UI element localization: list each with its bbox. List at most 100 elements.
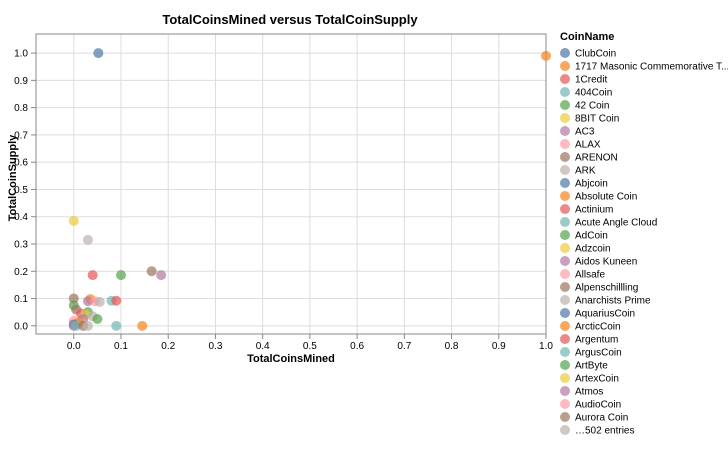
legend-label: ALAX — [575, 140, 601, 151]
legend-symbol — [560, 165, 570, 175]
legend-label: Aidos Kuneen — [575, 257, 637, 268]
legend-symbol — [560, 282, 570, 292]
legend-label: AdCoin — [575, 231, 608, 242]
data-point — [71, 320, 82, 331]
y-tick-label: 0.7 — [14, 130, 28, 141]
legend-label: Abjcoin — [575, 179, 608, 190]
y-axis-title: TotalCoinSupply — [7, 134, 19, 221]
x-tick-label: 0.9 — [492, 341, 506, 352]
legend-symbol — [560, 139, 570, 149]
legend-item: 404Coin — [560, 87, 612, 99]
legend-symbol — [560, 126, 570, 136]
legend-symbol — [560, 412, 570, 422]
plot-frame — [35, 33, 547, 335]
data-point — [82, 320, 93, 331]
legend-symbol — [560, 74, 570, 84]
legend-label: 404Coin — [575, 88, 612, 99]
legend-label: Alpenschillling — [575, 283, 638, 294]
legend-label: AC3 — [575, 127, 595, 138]
legend-label: ClubCoin — [575, 49, 616, 60]
x-axis-title: TotalCoinsMined — [247, 353, 335, 365]
legend-symbol — [560, 347, 570, 357]
data-point — [116, 270, 126, 281]
y-tick-label: 0.9 — [14, 76, 28, 87]
x-tick-label: 0.5 — [303, 341, 317, 352]
legend-item: ALAX — [560, 139, 601, 151]
legend-label: ArtByte — [575, 361, 608, 372]
data-point — [111, 295, 122, 306]
legend-symbol — [560, 334, 570, 344]
legend-symbol — [560, 87, 570, 97]
y-tick-label: 0.4 — [14, 212, 28, 223]
data-point — [92, 314, 103, 324]
legend-symbol — [560, 152, 570, 162]
legend-item: Aidos Kuneen — [560, 256, 637, 268]
legend-symbol — [560, 48, 570, 58]
legend-symbol — [560, 256, 570, 266]
y-tick-label: 0.8 — [14, 103, 28, 114]
legend-label: 1Credit — [575, 75, 607, 86]
legend-item: AC3 — [560, 126, 595, 138]
x-tick-label: 0.4 — [256, 341, 270, 352]
legend-symbol — [560, 204, 570, 214]
data-point — [137, 320, 148, 331]
legend-label: Adzcoin — [575, 244, 611, 255]
legend-symbol — [560, 217, 570, 227]
legend-label: Allsafe — [575, 270, 605, 281]
data-point — [82, 296, 93, 307]
legend: CoinName ClubCoin 1717 Masonic Commemorat… — [560, 31, 728, 437]
y-tick-label: 0.6 — [14, 158, 28, 169]
legend-symbol — [560, 243, 570, 253]
legend-symbol — [560, 399, 570, 409]
data-point — [541, 50, 551, 61]
data-point — [94, 296, 105, 307]
x-tick-label: 0.6 — [350, 341, 364, 352]
legend-symbol — [560, 321, 570, 331]
x-tick-label: 0.8 — [445, 341, 459, 352]
x-tick-label: 0.0 — [67, 341, 81, 352]
legend-item: ArgusCoin — [560, 347, 622, 359]
legend-label: Actinium — [575, 205, 613, 216]
legend-item: 8BIT Coin — [560, 113, 619, 125]
legend-item: Acute Angle Cloud — [560, 217, 657, 229]
legend-item: AdCoin — [560, 230, 608, 242]
legend-symbol — [560, 113, 570, 123]
legend-symbol — [560, 61, 570, 71]
y-tick-label: 0.2 — [14, 267, 28, 278]
legend-label: ARK — [575, 166, 596, 177]
legend-item: AudioCoin — [560, 399, 621, 411]
legend-item: Argentum — [560, 334, 618, 346]
x-tick-label: 0.7 — [397, 341, 411, 352]
legend-symbol — [560, 360, 570, 370]
legend-label: ArgusCoin — [575, 348, 622, 359]
legend-label: Anarchists Prime — [575, 296, 651, 307]
chart-title: TotalCoinsMined versus TotalCoinSupply — [162, 12, 418, 27]
x-tick-label: 0.1 — [114, 341, 128, 352]
legend-item: 1Credit — [560, 74, 607, 86]
legend-symbol — [560, 100, 570, 110]
x-tick-label: 1.0 — [539, 341, 553, 352]
legend-item: ArtexCoin — [560, 373, 619, 385]
data-point — [68, 215, 79, 226]
legend-item: …502 entries — [560, 425, 634, 437]
data-point — [111, 320, 122, 331]
legend-label: Aurora Coin — [575, 413, 628, 424]
legend-label: ArtexCoin — [575, 374, 619, 385]
legend-item: Abjcoin — [560, 178, 608, 190]
y-tick-label: 0.5 — [14, 185, 28, 196]
legend-item: ArtByte — [560, 360, 608, 372]
legend-item: 42 Coin — [560, 100, 609, 112]
legend-label: 1717 Masonic Commemorative T... — [575, 62, 728, 73]
legend-label: ARENON — [575, 153, 618, 164]
legend-item: ClubCoin — [560, 48, 616, 60]
legend-symbol — [560, 386, 570, 396]
legend-label: AquariusCoin — [575, 309, 635, 320]
legend-label: Acute Angle Cloud — [575, 218, 657, 229]
y-tick-label: 1.0 — [14, 49, 28, 60]
legend-item: AquariusCoin — [560, 308, 635, 320]
legend-label: AudioCoin — [575, 400, 621, 411]
y-tick-label: 0.1 — [14, 294, 28, 305]
legend-symbol — [560, 425, 570, 435]
legend-symbol — [560, 269, 570, 279]
legend-item: ARENON — [560, 152, 618, 164]
